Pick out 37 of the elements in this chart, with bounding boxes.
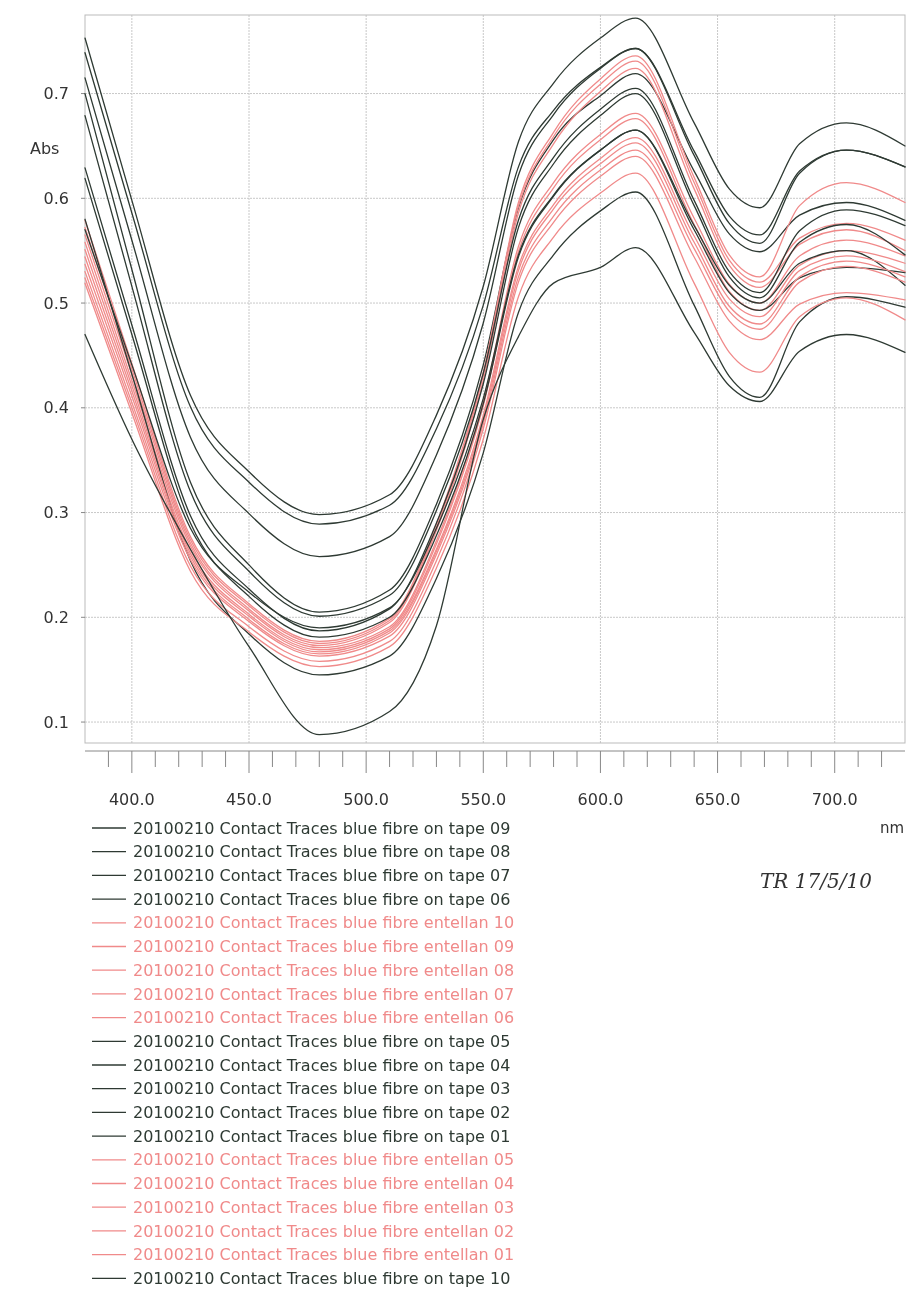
legend-label: 20100210 Contact Traces blue fibre on tape 07: [133, 866, 511, 885]
x-tick-label: 550.0: [460, 790, 507, 809]
x-tick-label: 600.0: [577, 790, 624, 809]
y-tick-label: 0.3: [43, 503, 69, 523]
legend-label: 20100210 Contact Traces blue fibre entellan 01: [133, 1245, 515, 1265]
legend-label: 20100210 Contact Traces blue fibre entellan 02: [133, 1221, 515, 1241]
legend-label: 20100210 Contact Traces blue fibre on tape 01: [133, 1126, 511, 1146]
legend-label: 20100210 Contact Traces blue fibre entellan 06: [133, 1008, 515, 1028]
y-tick-label: 0.6: [43, 188, 69, 208]
legend-label: 20100210 Contact Traces blue fibre on tape 04: [133, 1055, 511, 1075]
legend-label: 20100210 Contact Traces blue fibre entellan 07: [133, 984, 515, 1004]
legend-label: 20100210 Contact Traces blue fibre entellan 05: [133, 1150, 515, 1170]
x-tick-label: 700.0: [811, 790, 858, 809]
legend-label: 20100210 Contact Traces blue fibre entellan 08: [133, 960, 515, 980]
legend-label: 20100210 Contact Traces blue fibre entellan 04: [133, 1174, 515, 1194]
y-tick-label: 0.7: [43, 84, 69, 104]
x-tick-label: 450.0: [226, 790, 272, 809]
y-tick-label: 0.1: [43, 712, 69, 732]
y-tick-label: 0.2: [43, 607, 69, 627]
y-tick-label: 0.4: [43, 398, 69, 418]
x-axis-title: nm: [879, 819, 904, 837]
x-tick-label: 400.0: [108, 790, 155, 809]
legend-label: 20100210 Contact Traces blue fibre on tape 06: [133, 889, 511, 909]
legend-label: 20100210 Contact Traces blue fibre on tape 10: [133, 1268, 511, 1288]
legend-label: 20100210 Contact Traces blue fibre on tape 08: [133, 842, 511, 862]
legend-label: 20100210 Contact Traces blue fibre entellan 09: [133, 937, 515, 957]
y-tick-label: 0.5: [43, 293, 69, 313]
legend-label: 20100210 Contact Traces blue fibre on tape 05: [133, 1031, 511, 1051]
x-tick-label: 650.0: [694, 790, 741, 809]
legend-label: 20100210 Contact Traces blue fibre on tape 03: [133, 1079, 511, 1099]
x-tick-label: 500.0: [343, 790, 390, 809]
legend-label: 20100210 Contact Traces blue fibre entellan 03: [133, 1197, 515, 1217]
legend-label: 20100210 Contact Traces blue fibre entellan 10: [133, 913, 515, 933]
legend-label: 20100210 Contact Traces blue fibre on tape 02: [133, 1103, 511, 1122]
y-axis-title: Abs: [30, 139, 60, 158]
legend-label: 20100210 Contact Traces blue fibre on tape 09: [133, 818, 511, 838]
text: TR 17/5/10: [760, 869, 873, 893]
